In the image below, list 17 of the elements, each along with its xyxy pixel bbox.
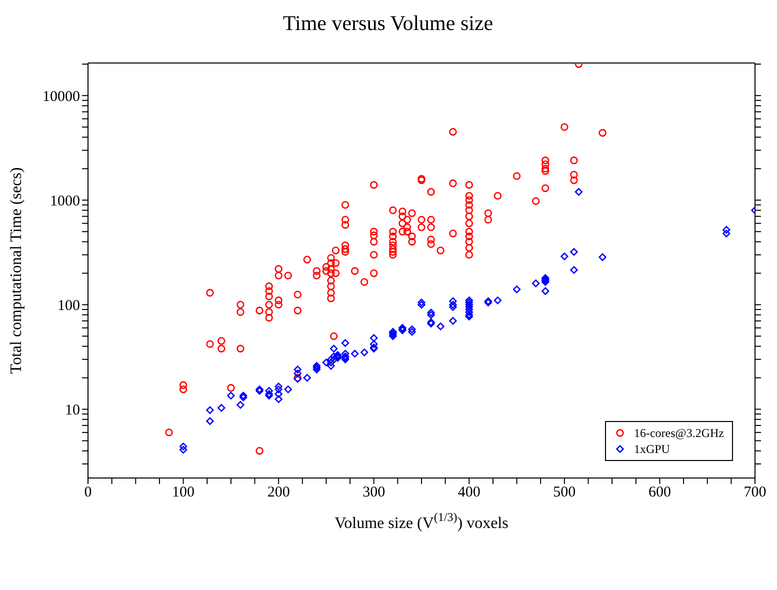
chart-title: Time versus Volume size bbox=[282, 10, 494, 37]
y-tick-label: 100 bbox=[58, 298, 80, 314]
x-tick-label: 300 bbox=[362, 484, 386, 501]
x-tick-label: 700 bbox=[744, 484, 766, 501]
x-tick-label: 600 bbox=[648, 484, 671, 501]
y-tick-label: 10000 bbox=[42, 88, 80, 105]
legend-label: 1xGPU bbox=[634, 441, 670, 457]
y-axis-title: Total computational Time (secs) bbox=[8, 167, 25, 374]
x-tick-label: 200 bbox=[267, 484, 290, 501]
legend-label: 16-cores@3.2GHz bbox=[634, 425, 724, 441]
x-tick-label: 400 bbox=[458, 484, 480, 501]
x-tick-label: 500 bbox=[553, 484, 576, 501]
y-tick-label: 1000 bbox=[50, 193, 80, 210]
y-tick-label: 10 bbox=[65, 402, 80, 419]
x-tick-label: 100 bbox=[172, 484, 195, 501]
x-axis-title: Volume size (V$^{(1/3)}$) voxels bbox=[334, 510, 508, 532]
x-tick-label: 0 bbox=[84, 484, 92, 501]
